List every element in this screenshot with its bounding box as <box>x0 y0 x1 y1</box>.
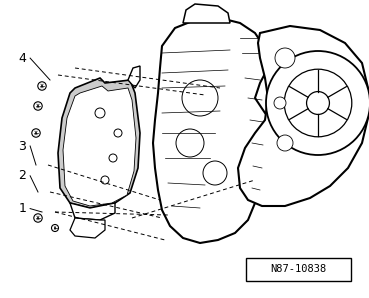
Polygon shape <box>153 18 285 243</box>
Circle shape <box>38 82 46 90</box>
Polygon shape <box>70 218 105 238</box>
Circle shape <box>114 129 122 137</box>
Circle shape <box>284 69 352 137</box>
Circle shape <box>266 51 369 155</box>
Circle shape <box>101 176 109 184</box>
Circle shape <box>109 154 117 162</box>
Circle shape <box>307 91 330 114</box>
Circle shape <box>277 135 293 151</box>
Circle shape <box>95 108 105 118</box>
Text: N87-10838: N87-10838 <box>270 265 327 274</box>
Circle shape <box>274 97 286 109</box>
Text: 3: 3 <box>18 139 26 153</box>
Circle shape <box>176 129 204 157</box>
Text: 4: 4 <box>18 52 26 65</box>
Circle shape <box>32 129 40 137</box>
Polygon shape <box>70 203 115 220</box>
Circle shape <box>182 80 218 116</box>
Circle shape <box>34 102 42 110</box>
Polygon shape <box>238 26 368 206</box>
Bar <box>246 258 351 281</box>
Circle shape <box>275 48 295 68</box>
Polygon shape <box>183 4 230 23</box>
Polygon shape <box>58 78 140 208</box>
Polygon shape <box>128 66 140 88</box>
Polygon shape <box>63 86 136 206</box>
Text: 2: 2 <box>18 169 26 182</box>
Text: 1: 1 <box>18 202 26 215</box>
Circle shape <box>203 161 227 185</box>
Circle shape <box>52 224 59 232</box>
Circle shape <box>34 214 42 222</box>
